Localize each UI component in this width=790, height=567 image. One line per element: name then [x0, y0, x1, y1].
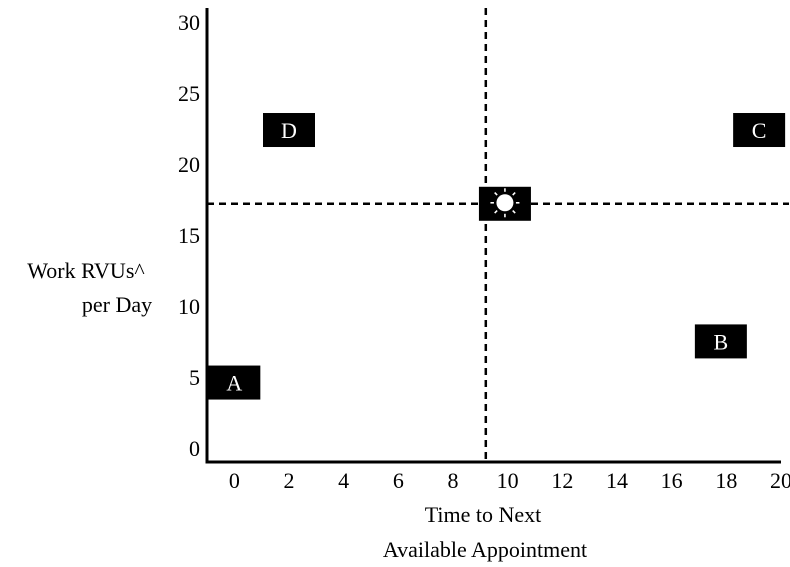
marker-box: [208, 365, 261, 400]
sun-icon: [478, 186, 531, 221]
x-tick-label: 16: [661, 468, 683, 493]
sun-ray: [512, 191, 516, 196]
marker-box: [694, 324, 747, 359]
marker-label: D: [281, 118, 297, 143]
y-tick-label: 15: [178, 223, 200, 248]
marker-label: C: [752, 118, 767, 143]
x-tick-label: 12: [551, 468, 573, 493]
x-tick-label: 20: [770, 468, 790, 493]
marker-c: C: [733, 113, 786, 148]
axis-titles: Time to Next Available Appointment Work …: [27, 258, 587, 562]
x-tick-label: 2: [284, 468, 295, 493]
y-axis-title-line-1: Work RVUs^: [27, 258, 145, 283]
x-tick-label: 6: [393, 468, 404, 493]
y-tick-label: 30: [178, 10, 200, 35]
x-tick-label: 4: [338, 468, 349, 493]
x-tick-label: 18: [715, 468, 737, 493]
x-tick-label: 8: [448, 468, 459, 493]
sun-core: [496, 194, 514, 212]
x-tick-labels: 0 2 4 6 8 10 12 14 16 18 20: [229, 468, 790, 493]
marker-box: [733, 113, 786, 148]
marker-b: B: [694, 324, 747, 359]
y-axis-title-line-2: per Day: [82, 292, 152, 317]
x-tick-label: 0: [229, 468, 240, 493]
x-tick-label: 14: [606, 468, 628, 493]
y-tick-labels: 0 5 10 15 20 25 30: [178, 10, 200, 461]
marker-label: B: [714, 329, 729, 354]
y-tick-label: 25: [178, 81, 200, 106]
marker-label: A: [226, 371, 242, 396]
x-tick-label: 10: [497, 468, 519, 493]
reference-lines: [207, 8, 789, 462]
axes: [205, 8, 781, 464]
sun-ray: [512, 209, 516, 214]
marker-d: D: [263, 113, 315, 148]
sun-ray: [494, 209, 498, 214]
y-tick-label: 0: [189, 436, 200, 461]
x-axis-title-line-1: Time to Next: [425, 502, 542, 527]
y-tick-label: 20: [178, 152, 200, 177]
marker-box: [263, 113, 315, 148]
y-tick-label: 5: [189, 365, 200, 390]
x-axis-title-line-2: Available Appointment: [383, 537, 587, 562]
y-tick-label: 10: [178, 294, 200, 319]
marker-a: A: [208, 365, 261, 400]
sun-ray: [494, 191, 498, 196]
data-markers: A B C D: [208, 113, 786, 400]
